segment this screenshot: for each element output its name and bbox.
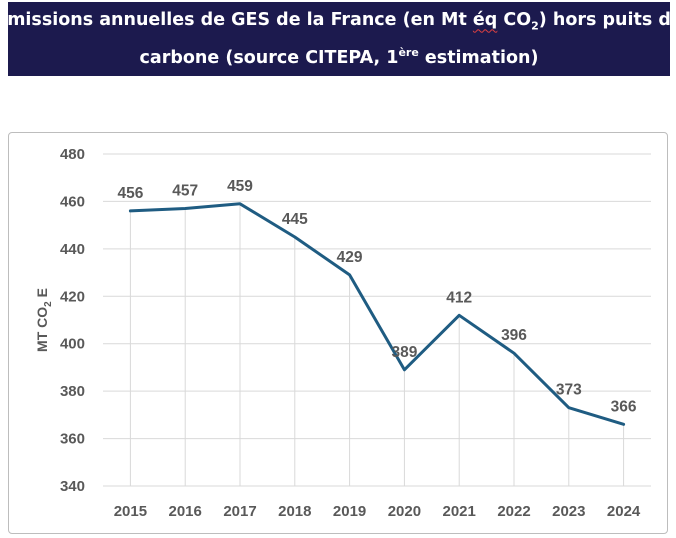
y-tick-label: 420: [60, 288, 85, 305]
data-label: 373: [556, 382, 582, 399]
y-tick-label: 380: [60, 383, 85, 400]
x-tick-label: 2021: [443, 503, 476, 520]
chart-frame: [8, 132, 668, 534]
title-text-squiggle: éq: [472, 10, 498, 31]
title-text: CO: [497, 10, 532, 31]
title-subscript: 2: [531, 19, 539, 33]
x-tick-label: 2016: [169, 503, 202, 520]
x-tick-label: 2020: [388, 503, 421, 520]
x-tick-label: 2019: [333, 503, 366, 520]
data-label: 429: [337, 249, 363, 266]
data-label: 457: [172, 183, 198, 200]
title-text: ) hors puits de: [538, 10, 676, 31]
title-line-2: carbone (source CITEPA, 1ère estimation): [0, 40, 676, 71]
data-label: 366: [611, 398, 637, 415]
title-text: carbone (source CITEPA, 1: [139, 47, 399, 68]
x-tick-label: 2017: [223, 503, 256, 520]
x-tick-label: 2024: [607, 503, 641, 520]
y-tick-label: 440: [60, 241, 85, 258]
x-tick-label: 2015: [114, 503, 147, 520]
data-label: 396: [501, 327, 527, 344]
chart-title-banner: Emissions annuelles de GES de la France …: [0, 2, 676, 76]
y-tick-label: 460: [60, 193, 85, 210]
y-tick-label: 400: [60, 336, 85, 353]
y-tick-label: 340: [60, 478, 85, 495]
data-label: 456: [117, 185, 143, 202]
title-superscript: ère: [398, 45, 419, 59]
x-tick-label: 2023: [552, 503, 585, 520]
data-label: 389: [391, 344, 417, 361]
data-label: 445: [282, 211, 308, 228]
x-tick-label: 2018: [278, 503, 311, 520]
data-label: 412: [446, 289, 472, 306]
x-tick-label: 2022: [497, 503, 530, 520]
series-line: [128, 202, 626, 426]
y-axis-label: MT CO2 E: [34, 288, 54, 352]
data-label: 459: [227, 178, 253, 195]
title-line-1: Emissions annuelles de GES de la France …: [0, 7, 676, 40]
title-text: Emissions annuelles de GES de la France …: [0, 10, 473, 31]
y-tick-label: 480: [60, 146, 85, 163]
title-text: estimation): [418, 47, 539, 68]
y-tick-label: 360: [60, 431, 85, 448]
